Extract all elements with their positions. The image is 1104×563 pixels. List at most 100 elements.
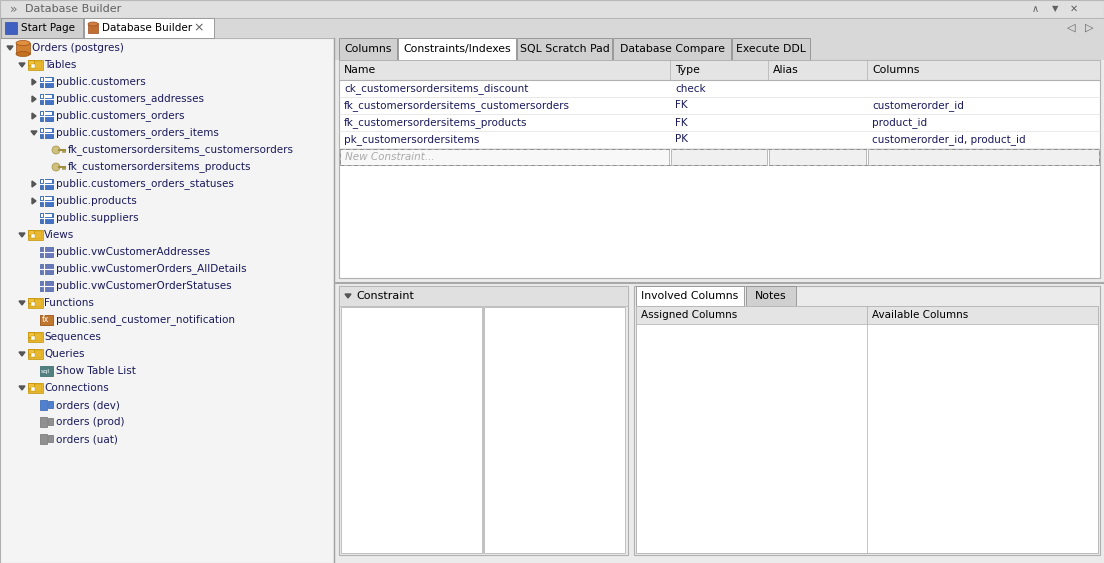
Polygon shape: [19, 386, 25, 390]
Bar: [45, 197, 52, 200]
Text: fx: fx: [42, 315, 50, 324]
Polygon shape: [32, 181, 36, 187]
Text: fk_customersordersitems_customersorders: fk_customersordersitems_customersorders: [68, 145, 294, 155]
Bar: [339, 286, 628, 555]
Text: public.customers_orders_items: public.customers_orders_items: [56, 128, 219, 138]
Bar: [6, 22, 17, 34]
Bar: [28, 383, 43, 393]
Text: Constraint: Constraint: [355, 291, 414, 301]
Bar: [41, 180, 43, 183]
Bar: [28, 60, 43, 70]
Polygon shape: [19, 63, 25, 67]
Bar: [28, 349, 43, 359]
Bar: [29, 231, 42, 239]
Text: ×: ×: [193, 21, 203, 34]
Text: check: check: [675, 83, 705, 93]
Bar: [40, 434, 47, 444]
Text: Functions: Functions: [44, 298, 94, 308]
Bar: [339, 60, 1100, 278]
Text: Name: Name: [344, 65, 376, 75]
Text: fk_customersordersitems_products: fk_customersordersitems_products: [68, 162, 252, 172]
Bar: [47, 435, 53, 442]
Bar: [45, 180, 52, 183]
Bar: [339, 286, 628, 306]
Bar: [40, 366, 53, 376]
Text: ✕: ✕: [1070, 4, 1079, 14]
Bar: [29, 384, 42, 392]
Bar: [41, 112, 43, 115]
Bar: [339, 38, 397, 60]
Text: Columns: Columns: [344, 44, 392, 54]
Bar: [769, 149, 866, 165]
Bar: [41, 214, 43, 217]
Bar: [84, 18, 214, 38]
Text: fk_customersordersitems_products: fk_customersordersitems_products: [344, 117, 528, 128]
Text: ▼: ▼: [1052, 5, 1059, 14]
Text: public.customers_addresses: public.customers_addresses: [56, 93, 204, 105]
Bar: [868, 149, 1098, 165]
Text: orders (uat): orders (uat): [56, 434, 118, 444]
Polygon shape: [19, 301, 25, 305]
Circle shape: [6, 23, 15, 33]
Text: orders (dev): orders (dev): [56, 400, 120, 410]
Bar: [340, 149, 669, 165]
Text: public.products: public.products: [56, 196, 137, 206]
Text: public.vwCustomerOrderStatuses: public.vwCustomerOrderStatuses: [56, 281, 232, 291]
Text: Constraints/Indexes: Constraints/Indexes: [403, 44, 511, 54]
Text: FK: FK: [675, 101, 688, 110]
Text: public.customers_orders: public.customers_orders: [56, 110, 184, 122]
Bar: [40, 196, 53, 206]
Text: Show Table List: Show Table List: [56, 366, 136, 376]
Text: customerorder_id: customerorder_id: [872, 100, 964, 111]
Text: Columns: Columns: [872, 65, 920, 75]
Bar: [28, 332, 43, 342]
Bar: [28, 349, 34, 354]
Bar: [613, 38, 731, 60]
Bar: [732, 38, 810, 60]
Text: public.suppliers: public.suppliers: [56, 213, 139, 223]
Bar: [28, 383, 34, 388]
Text: public.vwCustomerAddresses: public.vwCustomerAddresses: [56, 247, 210, 257]
Bar: [28, 60, 34, 65]
Bar: [40, 281, 53, 291]
Bar: [41, 129, 43, 132]
Bar: [31, 234, 35, 238]
Text: public.vwCustomerOrders_AllDetails: public.vwCustomerOrders_AllDetails: [56, 263, 246, 274]
Bar: [88, 23, 98, 33]
Text: customerorder_id, product_id: customerorder_id, product_id: [872, 134, 1026, 145]
Text: public.customers: public.customers: [56, 77, 146, 87]
Circle shape: [52, 163, 60, 171]
Bar: [45, 95, 52, 98]
Bar: [41, 197, 43, 200]
Bar: [40, 247, 53, 257]
Bar: [484, 307, 625, 553]
Bar: [15, 43, 30, 54]
Text: FK: FK: [675, 118, 688, 127]
Text: Start Page: Start Page: [21, 23, 75, 33]
Bar: [29, 350, 42, 358]
Bar: [29, 299, 42, 307]
Text: Alias: Alias: [773, 65, 799, 75]
Bar: [29, 333, 42, 341]
Polygon shape: [32, 198, 36, 204]
Text: Available Columns: Available Columns: [872, 310, 968, 320]
Bar: [28, 230, 34, 235]
Bar: [40, 111, 53, 121]
Text: »: »: [10, 2, 18, 16]
Text: ∧: ∧: [1032, 4, 1039, 14]
Text: PK: PK: [675, 135, 688, 145]
Bar: [0, 0, 1104, 18]
Bar: [339, 60, 1100, 80]
Bar: [636, 306, 867, 324]
Bar: [45, 214, 52, 217]
Text: ◁: ◁: [1066, 23, 1075, 33]
Circle shape: [52, 146, 60, 154]
Bar: [47, 401, 53, 408]
Polygon shape: [32, 79, 36, 85]
Bar: [0, 18, 1104, 38]
Bar: [31, 387, 35, 391]
Bar: [45, 129, 52, 132]
Text: ck_customersordersitems_discount: ck_customersordersitems_discount: [344, 83, 529, 94]
Text: orders (prod): orders (prod): [56, 417, 125, 427]
Bar: [31, 353, 35, 357]
